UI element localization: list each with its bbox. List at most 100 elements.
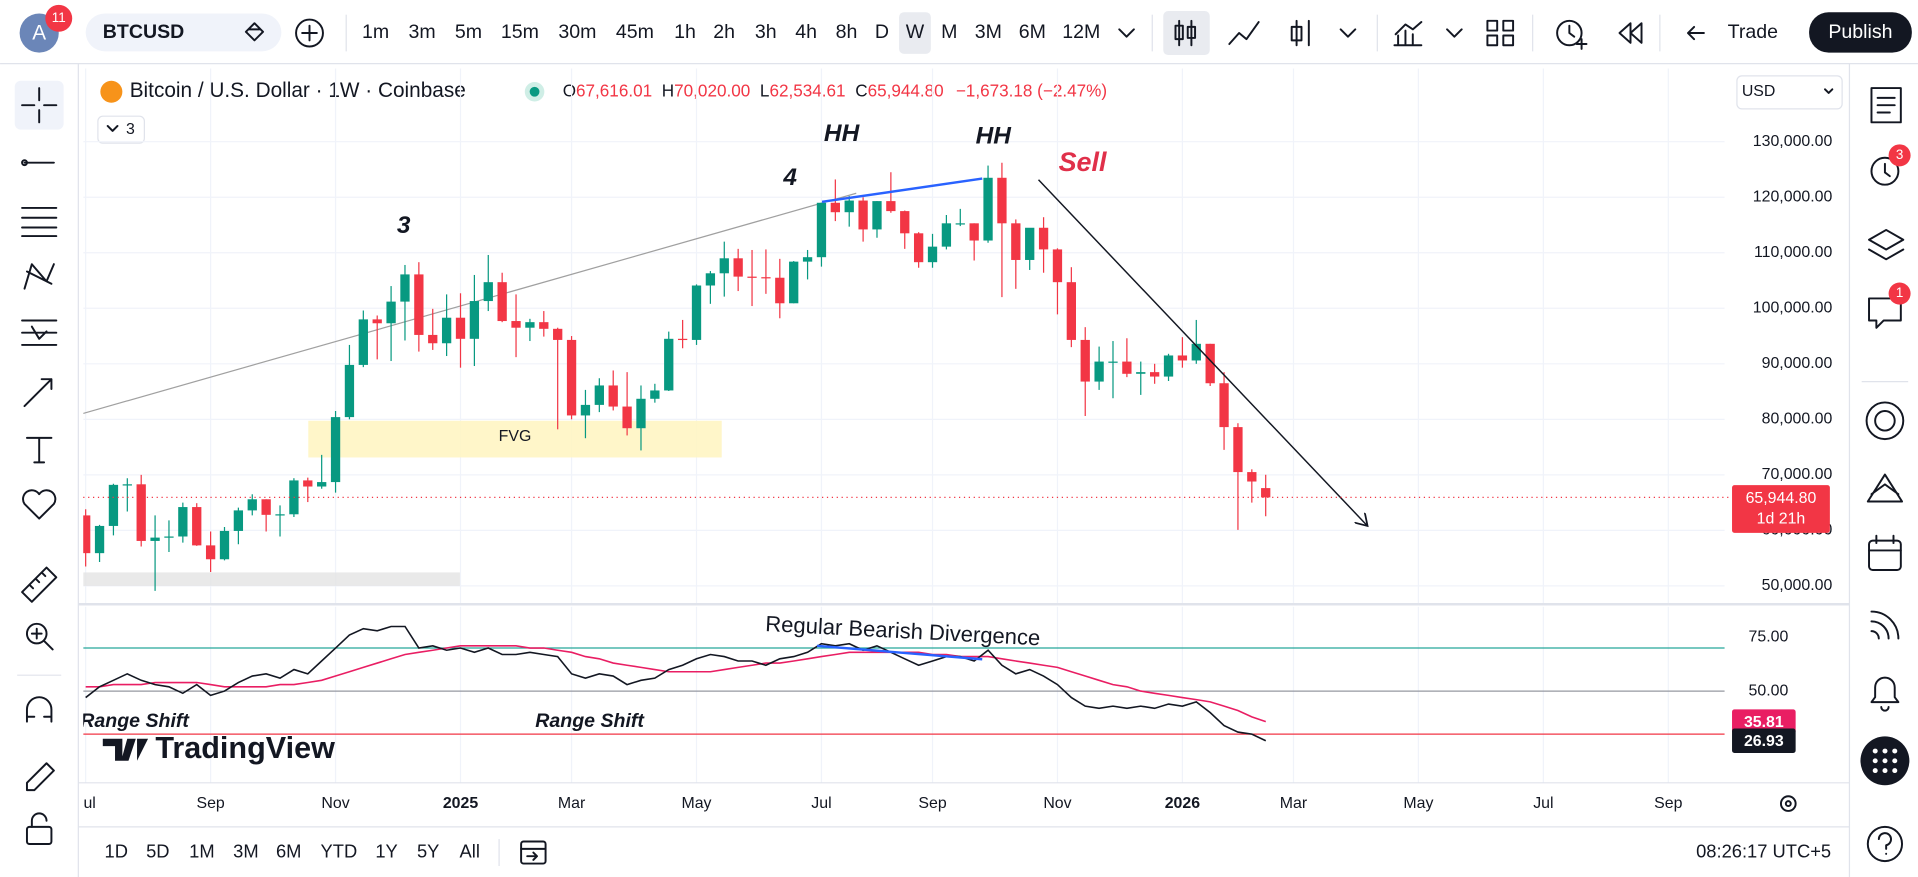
chevron[interactable]	[1446, 28, 1463, 38]
indicators-toggle[interactable]	[97, 115, 145, 144]
alert-icon[interactable]	[1556, 19, 1583, 47]
layers-icon[interactable]	[1868, 228, 1905, 261]
candle-body	[900, 211, 910, 234]
ohlc-label: O	[563, 81, 576, 100]
range-button[interactable]: 1Y	[375, 840, 397, 861]
range-button[interactable]: 1D	[105, 840, 128, 861]
range-button[interactable]: 5D	[146, 840, 169, 861]
sell-label: Sell	[1059, 147, 1107, 177]
interval-button[interactable]: W	[906, 21, 925, 43]
candle-body	[469, 301, 480, 339]
interval-button[interactable]: 12M	[1062, 21, 1100, 43]
layout-icon[interactable]	[1486, 19, 1515, 47]
publish-label: Publish	[1828, 21, 1892, 43]
interval-button[interactable]: 1h	[674, 21, 696, 43]
magnet-icon[interactable]	[25, 696, 53, 723]
range-button[interactable]: YTD	[321, 840, 358, 861]
chevron[interactable]	[1118, 28, 1135, 38]
brush-icon[interactable]	[23, 378, 53, 408]
add-symbol-icon[interactable]	[295, 18, 324, 48]
watchlist-icon[interactable]	[1870, 87, 1902, 124]
candle-body	[344, 364, 355, 418]
x-tick-label: May	[681, 795, 711, 812]
zoom-icon[interactable]	[25, 622, 48, 645]
indicators-count: 3	[126, 121, 135, 138]
candle-body	[858, 200, 868, 230]
value-tag-label: 35.81	[1744, 714, 1784, 731]
candle-body	[691, 285, 702, 340]
candle-body	[1136, 372, 1146, 374]
interval-button[interactable]: 4h	[795, 21, 817, 43]
interval-button[interactable]: 2h	[713, 21, 735, 43]
prediction-icon[interactable]	[21, 319, 58, 346]
ideas-icon[interactable]	[1866, 473, 1904, 503]
watermark-logo	[102, 738, 149, 761]
help-icon[interactable]	[1866, 825, 1904, 863]
trade-button[interactable]: Trade	[1728, 21, 1778, 43]
candle-body	[358, 319, 368, 365]
time-axis: Jul Sep Nov 2025 Mar May Jul Sep Nov 2026 Mar May Ju…	[83, 795, 1682, 812]
chevron	[1824, 88, 1834, 94]
text-tool-icon[interactable]	[25, 436, 53, 464]
range-button[interactable]: 1M	[189, 840, 214, 861]
candle-body	[1261, 488, 1271, 498]
settings-icon[interactable]	[1779, 795, 1797, 812]
fib-icon[interactable]	[21, 206, 58, 238]
line-chart-icon[interactable]	[1228, 21, 1260, 46]
interval-button[interactable]: 45m	[616, 21, 654, 43]
interval-button[interactable]: 3h	[755, 21, 777, 43]
currency-select[interactable]	[1736, 75, 1843, 110]
interval-button[interactable]: 6M	[1019, 21, 1046, 43]
candle-body	[94, 525, 105, 554]
interval-button[interactable]: 15m	[501, 21, 539, 43]
notification-icon[interactable]	[1870, 676, 1900, 712]
candle-body	[247, 499, 257, 511]
ruler-icon[interactable]	[21, 566, 58, 603]
candle-body	[1066, 282, 1076, 340]
favorites-icon[interactable]	[22, 489, 57, 520]
interval-button[interactable]: D	[875, 21, 889, 43]
interval-button[interactable]: 5m	[455, 21, 482, 43]
interval-button[interactable]: 30m	[558, 21, 596, 43]
range-button[interactable]: 6M	[276, 840, 301, 861]
y-tick-label: 90,000.00	[1762, 355, 1833, 372]
compare-icon[interactable]	[244, 22, 265, 42]
ohlc-value: 62,534.61	[769, 81, 845, 100]
goto-date-icon[interactable]	[520, 840, 547, 865]
pencil-icon[interactable]	[25, 762, 55, 792]
candle-body	[1108, 361, 1118, 363]
publish-button[interactable]	[1809, 12, 1912, 53]
indicators-icon[interactable]	[1393, 21, 1423, 47]
alerts-icon[interactable]	[1870, 156, 1900, 186]
symbol-search[interactable]	[85, 13, 282, 52]
range-button[interactable]: 3M	[233, 840, 258, 861]
candle-body	[997, 177, 1007, 224]
interval-button[interactable]: 3M	[975, 21, 1002, 43]
candle-body	[733, 258, 743, 277]
chevron[interactable]	[1339, 28, 1357, 38]
selected-chart-type[interactable]	[1163, 11, 1210, 56]
range-button[interactable]: 5Y	[417, 840, 439, 861]
candle-body	[761, 277, 771, 279]
candle-body	[955, 223, 965, 225]
ohlc-value: 67,616.01	[576, 81, 652, 100]
interval-button[interactable]: 1m	[362, 21, 389, 43]
candle-body	[1122, 361, 1132, 374]
stream-icon[interactable]	[1870, 610, 1900, 640]
interval-button[interactable]: 3m	[408, 21, 435, 43]
back-icon[interactable]	[1687, 25, 1705, 41]
candle-body	[664, 338, 674, 391]
drawings-top: 3 4 HH HH Sell FVG	[397, 120, 1368, 526]
ohlc-label: H	[662, 81, 674, 100]
calendar-icon[interactable]	[1868, 539, 1902, 571]
lock-icon[interactable]	[25, 825, 53, 845]
interval-button[interactable]: 8h	[836, 21, 858, 43]
selected-tool[interactable]	[14, 80, 64, 130]
replay-icon[interactable]	[1618, 22, 1643, 44]
candle-body	[1219, 383, 1229, 428]
interval-button[interactable]: M	[941, 21, 957, 43]
value-tag-label: 26.93	[1744, 733, 1784, 750]
target-icon[interactable]	[1865, 401, 1905, 441]
range-button[interactable]: All	[460, 840, 480, 861]
pattern-icon[interactable]	[23, 263, 55, 290]
